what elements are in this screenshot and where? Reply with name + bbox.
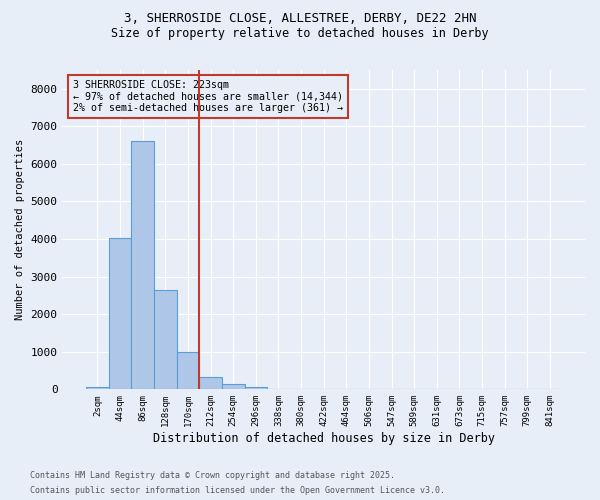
Bar bbox=[199, 377, 222, 390]
Bar bbox=[86, 388, 109, 390]
Bar bbox=[222, 384, 245, 390]
X-axis label: Distribution of detached houses by size in Derby: Distribution of detached houses by size … bbox=[153, 432, 495, 445]
Text: 3, SHERROSIDE CLOSE, ALLESTREE, DERBY, DE22 2HN: 3, SHERROSIDE CLOSE, ALLESTREE, DERBY, D… bbox=[124, 12, 476, 26]
Bar bbox=[109, 238, 131, 390]
Text: Contains public sector information licensed under the Open Government Licence v3: Contains public sector information licen… bbox=[30, 486, 445, 495]
Bar bbox=[154, 290, 176, 390]
Text: 3 SHERROSIDE CLOSE: 223sqm
← 97% of detached houses are smaller (14,344)
2% of s: 3 SHERROSIDE CLOSE: 223sqm ← 97% of deta… bbox=[73, 80, 343, 113]
Text: Size of property relative to detached houses in Derby: Size of property relative to detached ho… bbox=[111, 28, 489, 40]
Bar bbox=[176, 352, 199, 390]
Y-axis label: Number of detached properties: Number of detached properties bbox=[15, 139, 25, 320]
Bar bbox=[245, 388, 267, 390]
Bar bbox=[131, 140, 154, 390]
Text: Contains HM Land Registry data © Crown copyright and database right 2025.: Contains HM Land Registry data © Crown c… bbox=[30, 471, 395, 480]
Bar bbox=[267, 388, 290, 390]
